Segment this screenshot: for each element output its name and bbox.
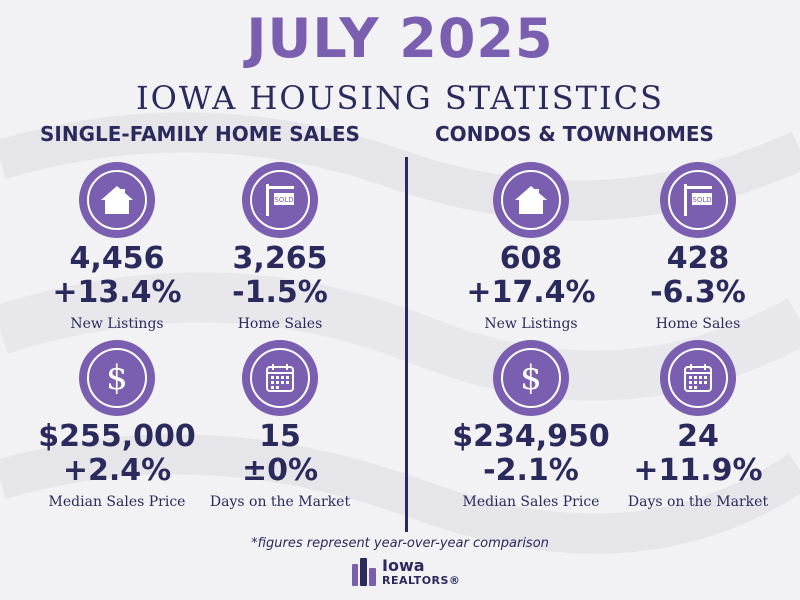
condo-days-on-market-stat: 24 +11.9% Days on the Market [613, 340, 783, 513]
condos-heading: CONDOS & TOWNHOMES [435, 122, 714, 146]
logo-line1: Iowa [382, 556, 425, 575]
condo-days-on-market-change: +11.9% [633, 453, 763, 488]
sf-median-price-label: Median Sales Price [48, 494, 186, 510]
column-divider [405, 157, 408, 532]
sold-sign-icon: SOLD [660, 162, 736, 238]
sf-days-on-market-value: 15 [259, 419, 301, 454]
sf-home-sales-value: 3,265 [232, 241, 328, 276]
condo-home-sales-change: -6.3% [650, 275, 746, 310]
condo-home-sales-stat: SOLD 428 -6.3% Home Sales [613, 162, 783, 335]
logo-mark-icon [352, 558, 376, 586]
calendar-icon [242, 340, 318, 416]
sf-new-listings-stat: 4,456 +13.4% New Listings [32, 162, 202, 335]
condo-new-listings-value: 608 [499, 241, 563, 276]
footnote: *figures represent year-over-year compar… [251, 536, 549, 551]
sf-home-sales-change: -1.5% [232, 275, 328, 310]
sf-home-sales-stat: SOLD 3,265 -1.5% Home Sales [195, 162, 365, 335]
page-title: JULY 2025 [246, 7, 554, 70]
condo-median-price-stat: $ $234,950 -2.1% Median Sales Price [446, 340, 616, 513]
sf-days-on-market-stat: 15 ±0% Days on the Market [195, 340, 365, 513]
condo-median-price-value: $234,950 [452, 419, 610, 454]
sf-new-listings-change: +13.4% [52, 275, 182, 310]
condo-days-on-market-value: 24 [677, 419, 719, 454]
house-icon [79, 162, 155, 238]
single-family-heading: SINGLE-FAMILY HOME SALES [40, 122, 360, 146]
page-subtitle: IOWA HOUSING STATISTICS [135, 79, 665, 117]
condo-new-listings-stat: 608 +17.4% New Listings [446, 162, 616, 335]
condo-days-on-market-label: Days on the Market [627, 494, 769, 510]
sf-median-price-change: +2.4% [62, 453, 172, 488]
sf-days-on-market-label: Days on the Market [209, 494, 351, 510]
condo-new-listings-change: +17.4% [466, 275, 596, 310]
condo-median-price-change: -2.1% [483, 453, 579, 488]
sold-sign-icon: SOLD [242, 162, 318, 238]
sf-home-sales-label: Home Sales [237, 316, 323, 332]
svg-text:SOLD: SOLD [692, 196, 711, 204]
sf-days-on-market-change: ±0% [241, 453, 319, 488]
dollar-icon: $ [79, 340, 155, 416]
condo-new-listings-label: New Listings [484, 316, 578, 332]
house-icon [493, 162, 569, 238]
calendar-icon [660, 340, 736, 416]
condo-home-sales-value: 428 [666, 241, 730, 276]
svg-text:SOLD: SOLD [274, 196, 293, 204]
sf-new-listings-value: 4,456 [69, 241, 165, 276]
condo-home-sales-label: Home Sales [655, 316, 741, 332]
sf-median-price-value: $255,000 [38, 419, 196, 454]
iowa-realtors-logo: Iowa REALTORS® [352, 558, 460, 588]
dollar-icon: $ [493, 340, 569, 416]
sf-new-listings-label: New Listings [70, 316, 164, 332]
condo-median-price-label: Median Sales Price [462, 494, 600, 510]
sf-median-price-stat: $ $255,000 +2.4% Median Sales Price [32, 340, 202, 513]
logo-line2: REALTORS® [382, 574, 461, 587]
